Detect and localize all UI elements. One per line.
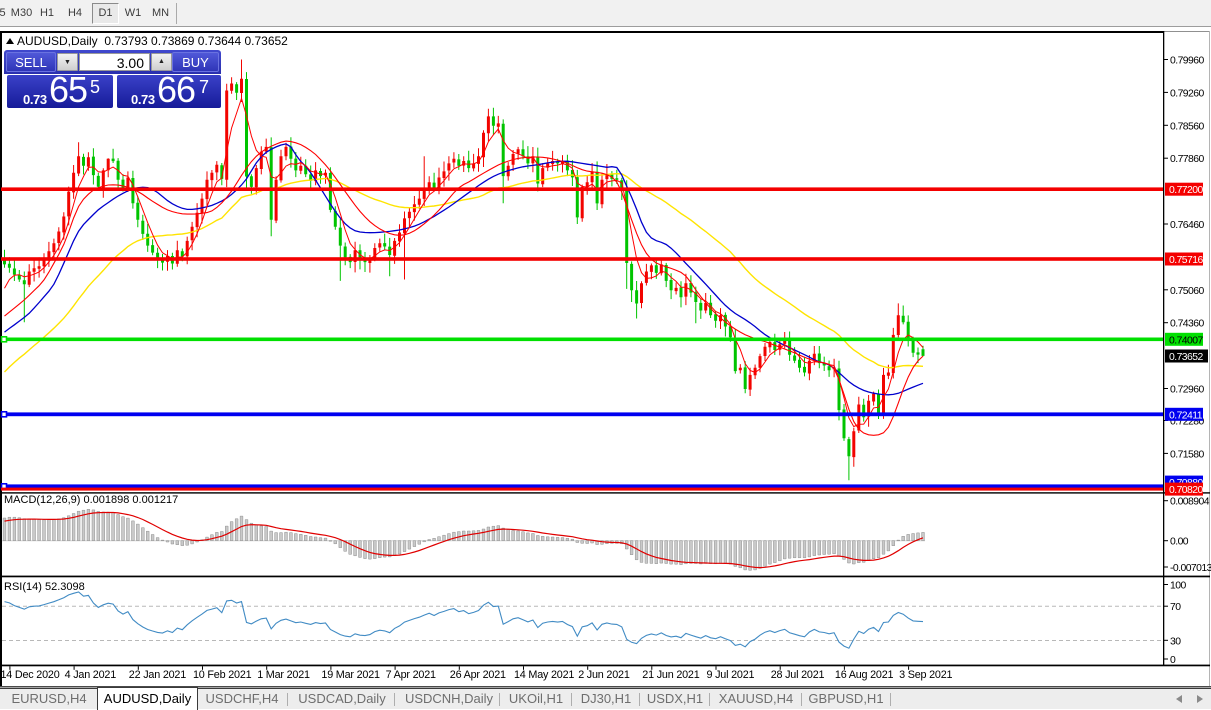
svg-text:3 Sep 2021: 3 Sep 2021 xyxy=(899,669,952,681)
svg-text:0.77860: 0.77860 xyxy=(1170,154,1204,165)
svg-text:19 Mar 2021: 19 Mar 2021 xyxy=(321,669,380,681)
svg-text:21 Jun 2021: 21 Jun 2021 xyxy=(642,669,699,681)
svg-text:0.008904: 0.008904 xyxy=(1170,497,1210,508)
svg-text:100: 100 xyxy=(1170,581,1186,592)
svg-text:9 Jul 2021: 9 Jul 2021 xyxy=(707,669,755,681)
svg-text:22 Jan 2021: 22 Jan 2021 xyxy=(129,669,186,681)
svg-text:16 Aug 2021: 16 Aug 2021 xyxy=(835,669,894,681)
svg-text:0.73652: 0.73652 xyxy=(1169,352,1203,363)
svg-text:0: 0 xyxy=(1170,655,1176,666)
svg-text:7 Apr 2021: 7 Apr 2021 xyxy=(386,669,436,681)
svg-text:4 Jan 2021: 4 Jan 2021 xyxy=(65,669,117,681)
svg-text:0.79960: 0.79960 xyxy=(1170,56,1204,67)
svg-text:RSI(14) 52.3098: RSI(14) 52.3098 xyxy=(4,581,85,593)
svg-text:0.74007: 0.74007 xyxy=(1169,335,1203,346)
svg-text:0.79260: 0.79260 xyxy=(1170,88,1204,99)
svg-text:28 Jul 2021: 28 Jul 2021 xyxy=(771,669,825,681)
svg-text:0.75716: 0.75716 xyxy=(1169,255,1203,266)
svg-text:30: 30 xyxy=(1170,636,1181,647)
svg-text:MACD(12,26,9) 0.001898 0.00121: MACD(12,26,9) 0.001898 0.001217 xyxy=(4,494,178,506)
svg-text:0.00: 0.00 xyxy=(1170,537,1189,548)
svg-text:0.77200: 0.77200 xyxy=(1169,185,1203,196)
svg-text:2 Jun 2021: 2 Jun 2021 xyxy=(578,669,630,681)
svg-text:26 Apr 2021: 26 Apr 2021 xyxy=(450,669,506,681)
svg-text:0.76460: 0.76460 xyxy=(1170,220,1204,231)
svg-text:0.71580: 0.71580 xyxy=(1170,449,1204,460)
svg-text:0.72960: 0.72960 xyxy=(1170,385,1204,396)
svg-text:70: 70 xyxy=(1170,602,1181,613)
svg-text:0.75060: 0.75060 xyxy=(1170,286,1204,297)
svg-text:0.72280: 0.72280 xyxy=(1170,417,1204,428)
svg-text:0.74360: 0.74360 xyxy=(1170,319,1204,330)
svg-text:14 May 2021: 14 May 2021 xyxy=(514,669,574,681)
svg-text:-0.007013: -0.007013 xyxy=(1170,563,1211,574)
svg-text:14 Dec 2020: 14 Dec 2020 xyxy=(1,669,60,681)
svg-text:1 Mar 2021: 1 Mar 2021 xyxy=(257,669,310,681)
svg-text:0.78560: 0.78560 xyxy=(1170,121,1204,132)
svg-text:10 Feb 2021: 10 Feb 2021 xyxy=(193,669,252,681)
svg-text:0.72411: 0.72411 xyxy=(1169,410,1203,421)
svg-text:0.70820: 0.70820 xyxy=(1169,485,1203,496)
